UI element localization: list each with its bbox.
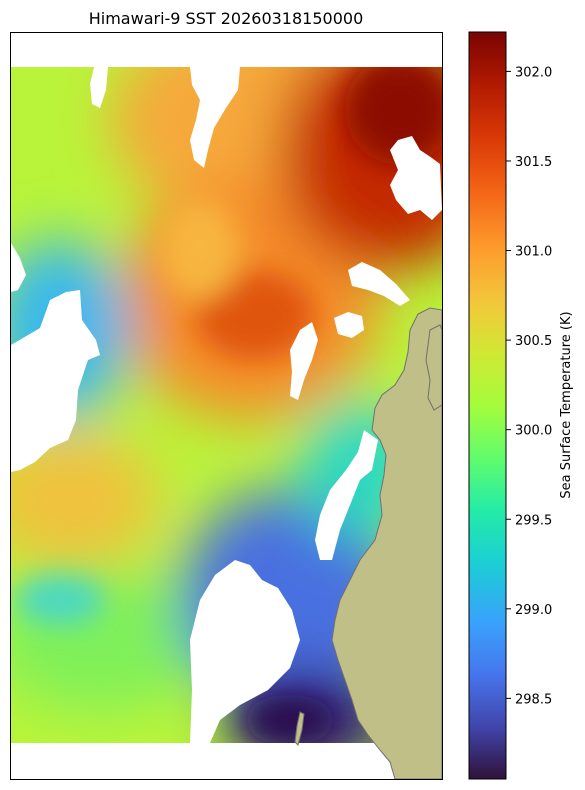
colorbar-tick-label: 300.5 (515, 334, 552, 349)
colorbar-ticks: 298.5 299.0 299.5 300.0 300.5 301.0 301.5 302.0 (506, 65, 552, 707)
colorbar-tick-label: 299.5 (515, 513, 552, 528)
sst-min-core (245, 695, 335, 743)
cloud-mask-north-1 (190, 67, 240, 168)
cloud-mask-east-1 (348, 262, 410, 306)
colorbar-tick-label: 302.0 (515, 65, 552, 80)
cloud-mask-southeast (315, 430, 378, 560)
small-island (294, 711, 305, 746)
cloud-mask-east-2 (290, 322, 318, 400)
colorbar-label: Sea Surface Temperature (K) (559, 311, 574, 498)
sst-cool-tongue (15, 575, 105, 625)
cloud-mask-center-east (334, 312, 364, 338)
sst-max-core (345, 67, 442, 165)
land-inlet (425, 324, 443, 411)
sst-warm-tongue (160, 200, 240, 300)
cloud-mask-south (190, 560, 300, 743)
chart-title: Himawari-9 SST 20260318150000 (89, 9, 364, 28)
colorbar-tick-label: 299.0 (515, 603, 552, 618)
colorbar-tick-label: 300.0 (515, 424, 552, 439)
cloud-mask-northeast (390, 136, 442, 220)
colorbar-tick-label: 301.0 (515, 245, 552, 260)
colorbar-frame (468, 31, 507, 780)
missing-data-masks (11, 67, 442, 743)
map-frame (10, 32, 443, 780)
colorbar-tick-label: 301.5 (515, 155, 552, 170)
cloud-mask-southwest-strip (11, 243, 26, 292)
sst-eddy-core (195, 270, 315, 360)
sst-warm-southwest (11, 430, 160, 570)
colorbar (469, 32, 506, 779)
cloud-mask-west (11, 290, 100, 472)
land-mass (331, 307, 443, 780)
colorbar-tick-label: 298.5 (515, 692, 552, 707)
cloud-mask-north-2 (90, 67, 108, 108)
